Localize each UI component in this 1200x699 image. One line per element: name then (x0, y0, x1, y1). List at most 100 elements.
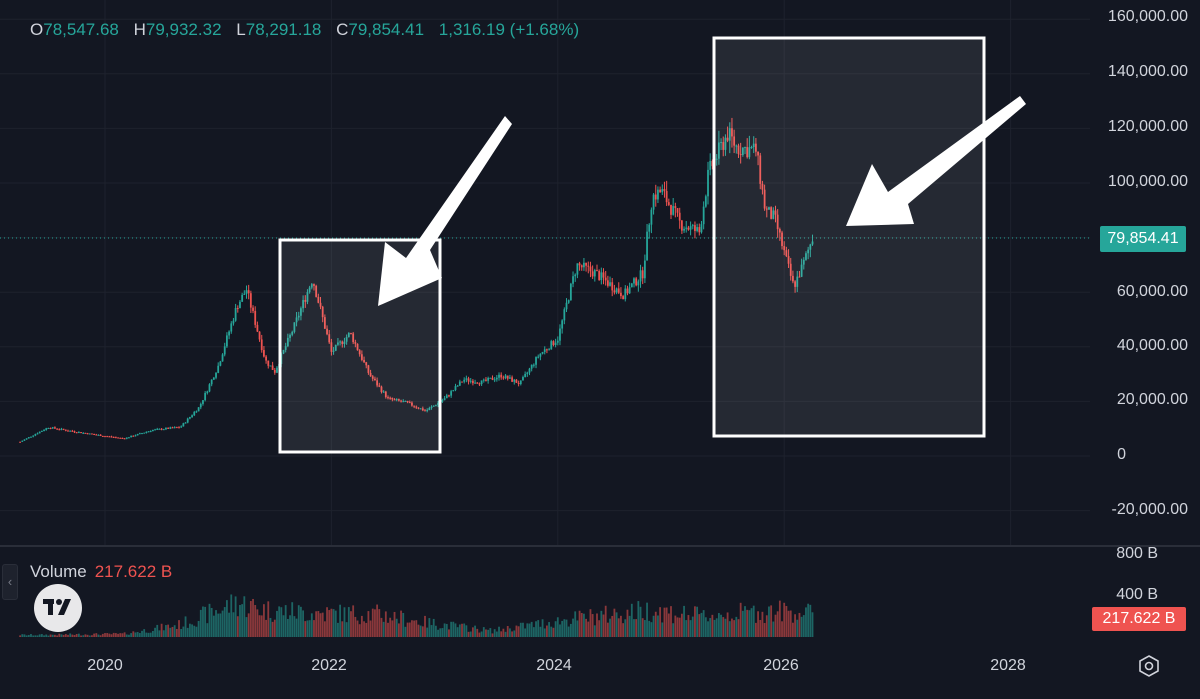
volume-bar (539, 626, 542, 637)
tradingview-logo[interactable] (34, 584, 82, 632)
volume-bar (165, 625, 167, 637)
candle-body (337, 342, 339, 345)
volume-bar (646, 602, 648, 637)
candle-body (204, 392, 207, 401)
volume-bar (454, 623, 457, 637)
price-tick-label: 160,000.00 (1107, 8, 1188, 25)
volume-bar (80, 635, 82, 637)
volume-bar (678, 617, 681, 637)
candle-body (380, 386, 383, 393)
candle-body (787, 256, 790, 264)
volume-bar (715, 618, 718, 637)
candle-body (781, 232, 783, 247)
candle-body (650, 209, 653, 225)
candle-body (509, 377, 511, 379)
volume-bar (134, 632, 137, 637)
volume-bar (794, 614, 796, 637)
volume-bar (737, 619, 740, 637)
volume-bar (485, 629, 487, 637)
candle-body (147, 431, 150, 433)
candle-body (550, 341, 553, 350)
volume-bar (321, 612, 324, 637)
volume-bar (445, 623, 448, 637)
volume-bar (51, 634, 54, 637)
volume-bar (306, 620, 309, 637)
volume-bar (411, 620, 413, 637)
candle-body (443, 398, 446, 401)
candle-body (130, 435, 133, 438)
candle-body (589, 266, 592, 272)
volume-bar (596, 613, 598, 637)
volume-bar (186, 627, 189, 637)
candle-body (273, 369, 276, 373)
candle-body (397, 399, 400, 401)
candle-body (239, 301, 241, 309)
volume-bar (280, 607, 283, 637)
volume-bar (378, 609, 381, 637)
volume-bar (347, 607, 350, 637)
candle-body (726, 137, 729, 141)
volume-bar (509, 628, 511, 637)
volume-bar (358, 624, 361, 637)
candle-body (528, 368, 531, 373)
volume-bar (180, 629, 183, 637)
volume-bar (511, 631, 513, 637)
volume-bar (367, 611, 370, 637)
candle-body (151, 429, 154, 432)
volume-bar (778, 600, 781, 637)
volume-bar (789, 610, 792, 637)
volume-bar (698, 614, 701, 637)
candle-body (465, 378, 468, 380)
candle-body (535, 357, 537, 365)
candle-body (73, 431, 76, 433)
volume-bar (160, 623, 163, 637)
volume-bar (97, 634, 100, 637)
candle-body (206, 391, 209, 393)
candle-body (228, 331, 230, 336)
candle-body (367, 365, 370, 373)
candle-body (128, 437, 130, 439)
candle-body (711, 160, 714, 167)
volume-bar (138, 632, 141, 637)
volume-bar (535, 621, 537, 637)
volume-label: Volume (30, 562, 87, 581)
candle-body (626, 288, 629, 294)
candle-body (565, 302, 568, 310)
candle-body (426, 410, 429, 412)
volume-bar (652, 615, 655, 637)
volume-bar (426, 627, 429, 637)
candle-body (391, 397, 394, 400)
candle-body (208, 384, 211, 392)
close-value: 79,854.41 (348, 20, 425, 39)
settings-icon[interactable] (1136, 653, 1162, 679)
candle-body (761, 183, 764, 190)
candle-body (800, 264, 803, 277)
volume-bar (38, 634, 41, 637)
candle-body (641, 270, 644, 279)
candle-body (173, 427, 176, 429)
volume-bar (384, 611, 387, 637)
volume-bar (739, 602, 742, 637)
candle-body (458, 381, 461, 386)
volume-bar (768, 606, 770, 637)
candle-body (657, 189, 659, 200)
candle-body (559, 328, 561, 341)
volume-bar (184, 616, 187, 637)
volume-bar (798, 612, 801, 637)
volume-bar (260, 615, 263, 637)
chevron-left-icon[interactable]: ‹ (2, 564, 18, 600)
volume-legend[interactable]: Volume 217.622 B (30, 562, 172, 582)
volume-bar (506, 626, 509, 637)
candle-body (572, 276, 574, 284)
candle-body (704, 196, 707, 207)
volume-bar (802, 615, 805, 637)
candle-body (47, 427, 50, 429)
volume-bar (54, 634, 56, 637)
volume-bar (319, 613, 322, 637)
candle-body (243, 293, 246, 295)
candle-body (411, 402, 413, 406)
volume-bar (709, 618, 712, 637)
volume-bar (513, 630, 516, 637)
candle-body (746, 147, 749, 158)
